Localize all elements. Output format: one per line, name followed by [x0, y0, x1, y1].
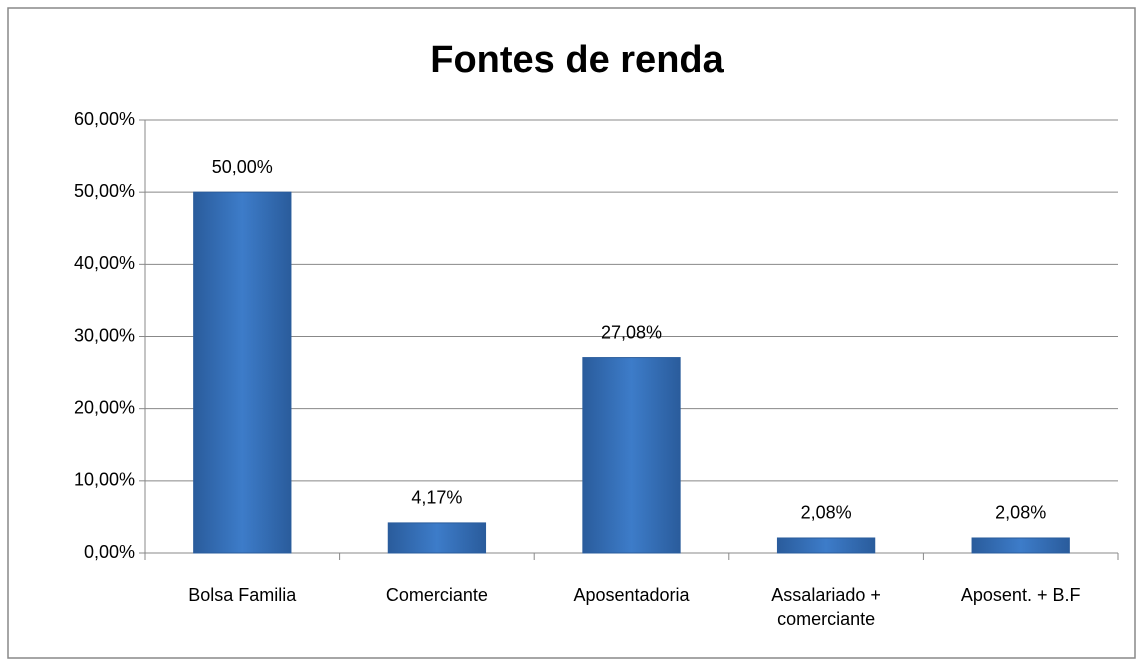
bar	[193, 191, 292, 554]
chart-title: Fontes de renda	[430, 39, 724, 81]
bar	[387, 522, 487, 554]
y-tick-label: 20,00%	[74, 397, 135, 417]
x-tick-label: Assalariado + comerciante	[771, 585, 881, 629]
value-label: 2,08%	[801, 503, 852, 523]
value-label: 50,00%	[212, 157, 273, 177]
y-tick-label: 10,00%	[74, 470, 135, 490]
value-label: 2,08%	[995, 503, 1046, 523]
bar	[776, 537, 876, 554]
x-tick-label: Comerciante	[385, 585, 488, 605]
value-label: 27,08%	[601, 322, 662, 342]
x-tick-label: Aposent. + B.F	[960, 585, 1081, 605]
y-tick-label: 60,00%	[74, 109, 135, 129]
bar	[971, 537, 1070, 554]
value-label: 4,17%	[411, 488, 462, 508]
y-tick-label: 30,00%	[74, 325, 135, 345]
bar	[582, 357, 681, 554]
x-tick-label: Aposentadoria	[573, 585, 690, 605]
y-tick-label: 50,00%	[74, 181, 135, 201]
y-tick-label: 40,00%	[74, 253, 135, 273]
chart-border	[7, 7, 1136, 659]
x-tick-label: Bolsa Familia	[188, 585, 297, 605]
y-tick-label: 0,00%	[84, 542, 135, 562]
